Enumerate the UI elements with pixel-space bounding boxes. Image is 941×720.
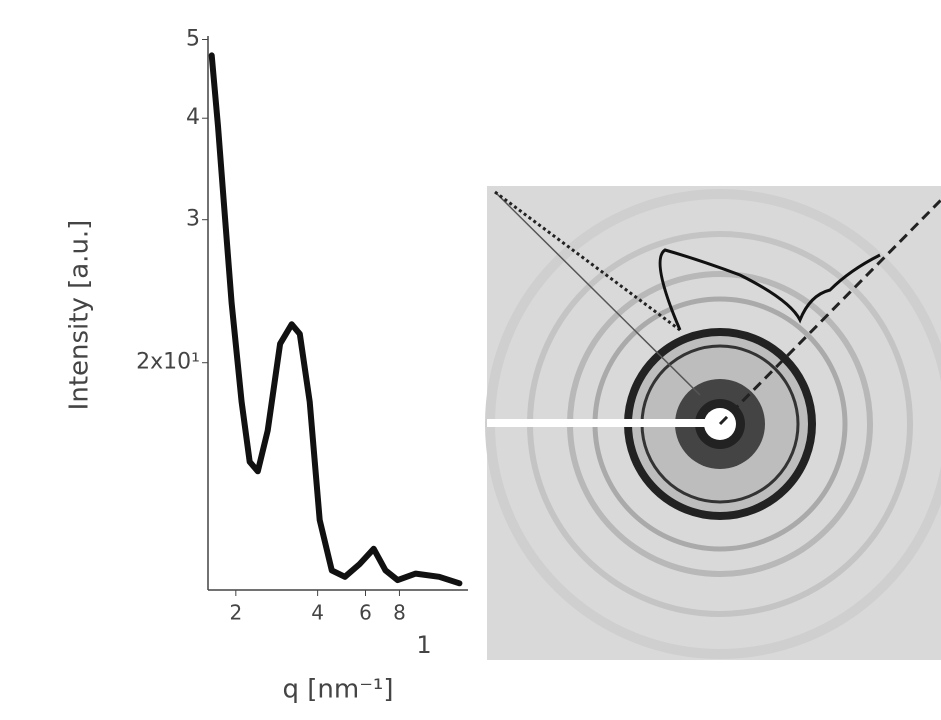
x-tick-label: 2: [229, 601, 242, 625]
x-tick-label: 6: [359, 601, 372, 625]
y-axis-label: Intensity [a.u.]: [65, 220, 95, 411]
y-tick-label: 3: [186, 207, 200, 232]
annotation: 1: [416, 631, 431, 659]
y-tick-label: 5: [186, 27, 200, 52]
x-axis-label: q [nm⁻¹]: [282, 675, 393, 705]
y-tick-label: 4: [186, 105, 200, 130]
x-tick-label: 8: [393, 601, 406, 625]
x-tick-label: 4: [311, 601, 324, 625]
y-tick-label: 2x10¹: [136, 350, 200, 375]
data-line: [212, 55, 460, 583]
diffraction-image: [487, 186, 941, 660]
figure: Intensity [a.u.] q [nm⁻¹] 1 5 4 3 2x10¹ 2 4 68: [0, 0, 941, 720]
